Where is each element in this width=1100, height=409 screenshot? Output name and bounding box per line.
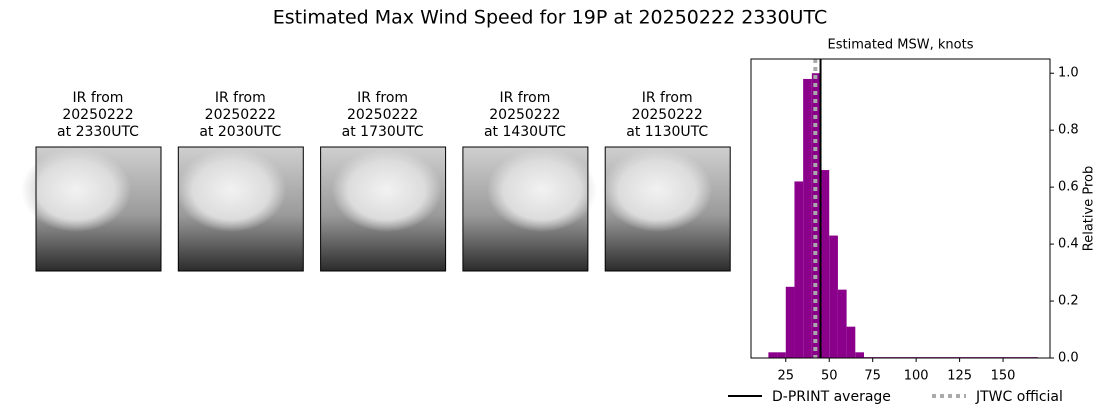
image-frame	[462, 146, 589, 272]
panel-title: 20250222	[632, 107, 703, 123]
panel-title: 20250222	[347, 107, 418, 123]
panel-title: at 1130UTC	[626, 124, 708, 140]
y-tick-label: 1.0	[1058, 66, 1079, 81]
y-tick-label: 0.6	[1058, 180, 1079, 195]
plot-frame	[750, 58, 1051, 359]
cloud	[486, 148, 597, 232]
x-tick-label: 125	[947, 369, 972, 384]
chart-title: Estimated MSW, knots	[828, 38, 974, 53]
bar	[794, 181, 804, 358]
image-frame	[320, 146, 447, 272]
figure-title: Estimated Max Wind Speed for 19P at 2025…	[273, 7, 827, 29]
panel-title: 20250222	[489, 107, 560, 123]
panel-title: 20250222	[205, 107, 276, 123]
image-frame	[177, 146, 304, 272]
y-tick-label: 0.2	[1058, 294, 1079, 309]
bar	[829, 235, 838, 358]
x-tick-label: 75	[864, 369, 881, 384]
bar	[820, 170, 830, 358]
bar	[855, 352, 864, 358]
bar	[803, 78, 812, 358]
image-frame	[35, 146, 162, 272]
panel-title: 20250222	[62, 107, 133, 123]
x-tick-label: 100	[904, 369, 929, 384]
cloud	[331, 148, 442, 232]
cloud	[21, 148, 131, 232]
legend-label: JTWC official	[975, 389, 1063, 405]
cloud	[602, 148, 713, 232]
cloud	[176, 148, 287, 232]
x-tick-label: 50	[821, 369, 838, 384]
y-tick-label: 0.8	[1058, 123, 1079, 138]
panel-title: at 2030UTC	[199, 124, 281, 140]
panel-title: at 2330UTC	[57, 124, 139, 140]
image-frame	[604, 146, 731, 272]
panel-title: IR from	[215, 90, 266, 106]
x-tick-label: 25	[777, 369, 794, 384]
x-tick-label: 150	[991, 369, 1016, 384]
panel-title: at 1730UTC	[342, 124, 424, 140]
bar	[811, 73, 821, 358]
bar	[777, 352, 786, 358]
y-tick-label: 0.0	[1058, 351, 1079, 366]
y-axis-label: Relative Prob	[1082, 166, 1097, 251]
y-tick-label: 0.4	[1058, 237, 1079, 252]
panel-title: at 1430UTC	[484, 124, 566, 140]
panel-title: IR from	[73, 90, 124, 106]
panel-title: IR from	[499, 90, 550, 106]
bar	[837, 289, 847, 358]
bar	[785, 286, 795, 358]
bar	[768, 352, 778, 358]
panel-title: IR from	[357, 90, 408, 106]
legend-label: D-PRINT average	[772, 389, 891, 405]
bar	[846, 326, 856, 358]
panel-title: IR from	[642, 90, 693, 106]
